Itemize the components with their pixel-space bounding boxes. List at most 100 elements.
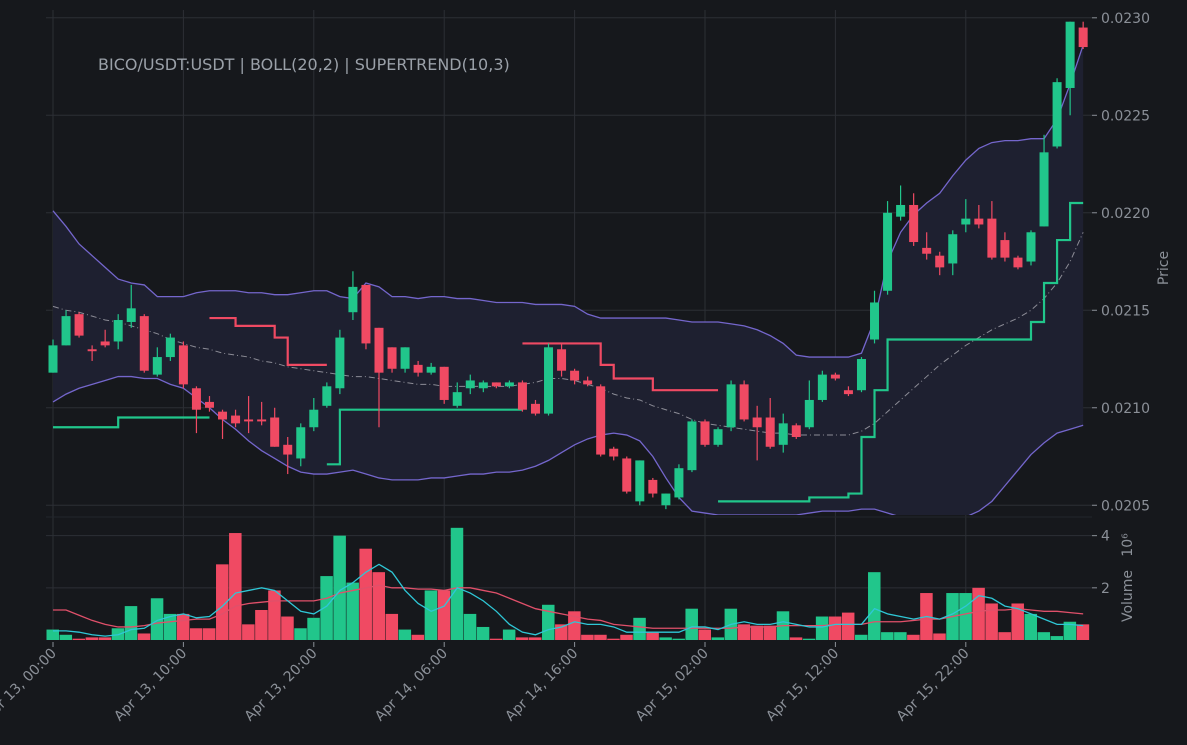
volume-bar [137,633,151,640]
volume-bar [189,628,203,640]
volume-bar [815,616,829,640]
candle-body [361,284,371,344]
volume-bar [424,590,438,640]
volume-bar [150,598,164,640]
candle-body [152,357,162,375]
candle-body [296,427,306,459]
volume-bar [515,637,529,640]
volume-bar [463,613,477,640]
volume-bar [620,634,633,640]
candle-body [739,384,749,420]
volume-bar [1037,632,1051,640]
volume-bar [737,624,751,640]
candle-body [544,347,554,414]
volume-bar [333,535,346,640]
volume-bar [528,637,542,640]
chart-title: BICO/USDT:USDT | BOLL(20,2) | SUPERTREND… [98,55,510,74]
candle-body [661,493,671,506]
candle-body [752,417,762,428]
volume-bar [372,572,385,640]
candle-body [100,341,110,346]
candle-body [322,386,332,406]
candle-body [635,460,645,502]
candle-body [87,349,97,352]
candle-body [909,204,919,243]
candle-body [1026,232,1036,262]
candle-body [504,382,514,387]
volume-bar [881,632,894,640]
volume-bar [698,629,711,640]
candle-body [843,390,853,395]
volume-bar [568,611,581,640]
volume-bar [502,629,516,640]
candle-body [178,345,188,385]
candle-body [530,403,540,414]
volume-bar [594,634,607,640]
volume-bar [59,634,73,640]
volume-offset-label: 10⁶ [1120,533,1136,557]
candle-body [1039,152,1049,227]
y-tick-label: 0.0205 [1101,498,1150,514]
candle-body [674,468,684,498]
volume-bar [229,533,242,640]
volume-bar [72,638,86,640]
volume-bar [659,637,672,640]
y-tick-label: 0.0230 [1101,11,1150,27]
volume-ma-fast [53,563,1084,637]
y-axis-label: Price [1156,251,1172,285]
volume-bar [124,606,138,640]
candle-body [270,417,280,447]
y-tick-label: 0.0220 [1101,206,1150,222]
y-tick-label: 2 [1101,581,1110,597]
volume-bar [437,590,451,640]
candle-body [244,419,254,422]
volume-bar [320,576,333,640]
candle-body [804,399,814,428]
volume-bar [450,527,464,640]
candle-body [817,374,827,400]
volume-bar [607,638,620,640]
volume-bar [294,628,307,640]
volume-bar [1011,603,1024,640]
volume-bar [672,638,685,640]
candle-body [452,392,462,406]
volume-bar [907,634,920,640]
candle-body [231,415,241,424]
volume-bar [85,637,99,640]
volume-bar [711,637,725,640]
volume-bar [646,632,659,640]
candle-body [961,218,971,225]
candle-body [922,247,932,254]
candle-body [113,320,123,342]
candle-body [1000,240,1010,258]
volume-bar [216,564,229,640]
candle-body [765,417,775,447]
candle-body [335,337,345,389]
volume-bar [841,612,855,640]
candle-body [726,384,736,428]
candle-body [478,382,488,389]
candle-body [687,421,697,471]
candle-body [491,382,501,387]
supertrend-up [53,201,1084,503]
volume-bar [998,632,1011,640]
volume-bar [633,617,646,640]
candle-body [204,401,214,408]
volume-bar [346,582,359,640]
candle-body [426,366,436,373]
volume-bar [385,613,399,640]
volume-bar [1076,624,1090,640]
candle-body [570,370,580,381]
volume-bar [750,625,764,640]
volume-bar [1050,636,1064,640]
volume-bar [828,616,842,640]
volume-bar [163,613,177,640]
volume-bar [972,587,985,640]
candle-body [374,327,384,373]
candle-body [165,337,175,358]
candle-body [74,314,84,336]
candle-body [1065,21,1075,88]
volume-bar [307,617,320,640]
volume-bar [933,633,946,640]
candle-body [1052,82,1062,147]
